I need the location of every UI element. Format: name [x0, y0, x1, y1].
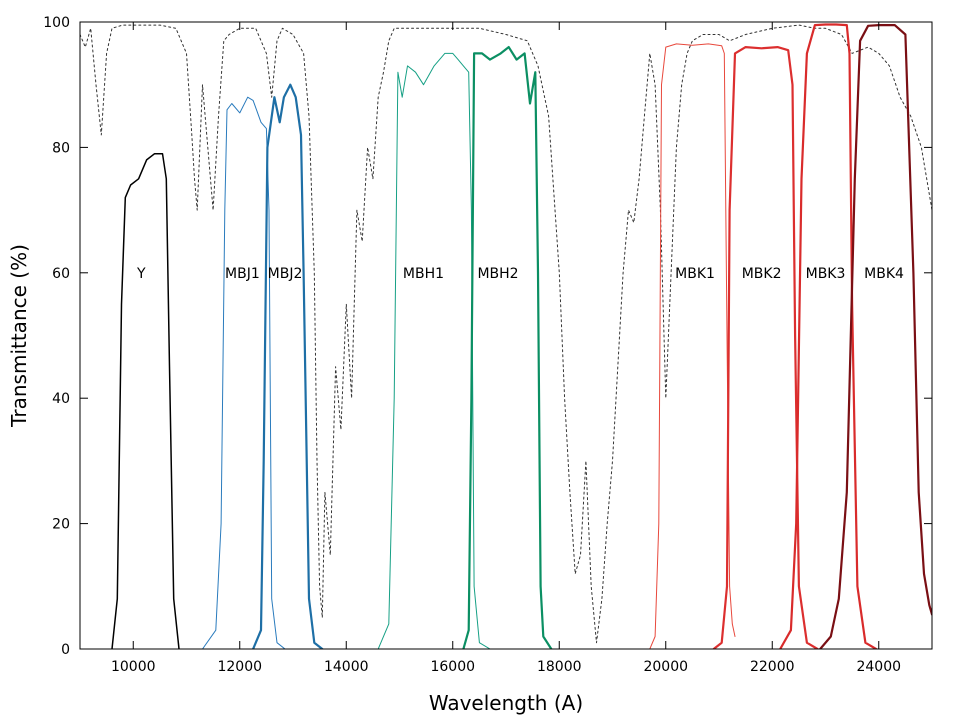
series-mbh2-curve — [462, 46, 553, 649]
x-tick-label: 22000 — [750, 659, 795, 675]
x-tick-label: 24000 — [856, 659, 901, 675]
series-mbk3-curve — [779, 23, 878, 649]
filter-labels: Y MBJ1 MBJ2 MBH1 MBH2 MBK1 MBK2 MBK3 MBK4 — [136, 266, 904, 282]
filter-label-mbh2: MBH2 — [477, 266, 518, 282]
series-mbj1-curve — [202, 96, 286, 649]
x-tick-label: 14000 — [324, 659, 369, 675]
x-tick-label: 16000 — [430, 659, 475, 675]
series-y-curve — [111, 152, 180, 649]
x-tick-label: 12000 — [217, 659, 262, 675]
atmospheric-transmission-curve — [80, 24, 932, 644]
filter-label-mbk1: MBK1 — [675, 266, 715, 282]
filter-label-mbj2: MBJ2 — [268, 266, 303, 282]
y-axis-title: Transmittance (%) — [7, 244, 31, 428]
series-mbk1-curve — [649, 43, 736, 649]
plot-frame — [79, 21, 933, 650]
filter-label-mbj1: MBJ1 — [225, 266, 260, 282]
filter-label-mbh1: MBH1 — [403, 266, 444, 282]
y-tick-label: 80 — [52, 140, 70, 156]
y-tick-label: 40 — [52, 391, 70, 407]
y-tick-label: 60 — [52, 266, 70, 282]
y-tick-label: 0 — [61, 642, 70, 658]
filter-label-mbk4: MBK4 — [864, 266, 904, 282]
y-tick-label: 100 — [43, 15, 70, 31]
x-tick-label: 18000 — [537, 659, 582, 675]
series-mbk4-curve — [819, 24, 932, 649]
series-layer — [80, 23, 932, 649]
filter-label-mbk3: MBK3 — [806, 266, 846, 282]
x-axis-title: Wavelength (A) — [429, 691, 583, 715]
x-tick-label: 20000 — [643, 659, 688, 675]
filter-label-y: Y — [136, 266, 146, 282]
filter-label-mbk2: MBK2 — [742, 266, 782, 282]
series-mbj2-curve — [252, 83, 324, 649]
x-tick-label: 10000 — [111, 659, 156, 675]
axis-ticks: 10000 12000 14000 16000 18000 20000 22000 24000… — [43, 15, 932, 675]
y-tick-label: 20 — [52, 517, 70, 533]
series-mbk2-curve — [712, 46, 819, 649]
